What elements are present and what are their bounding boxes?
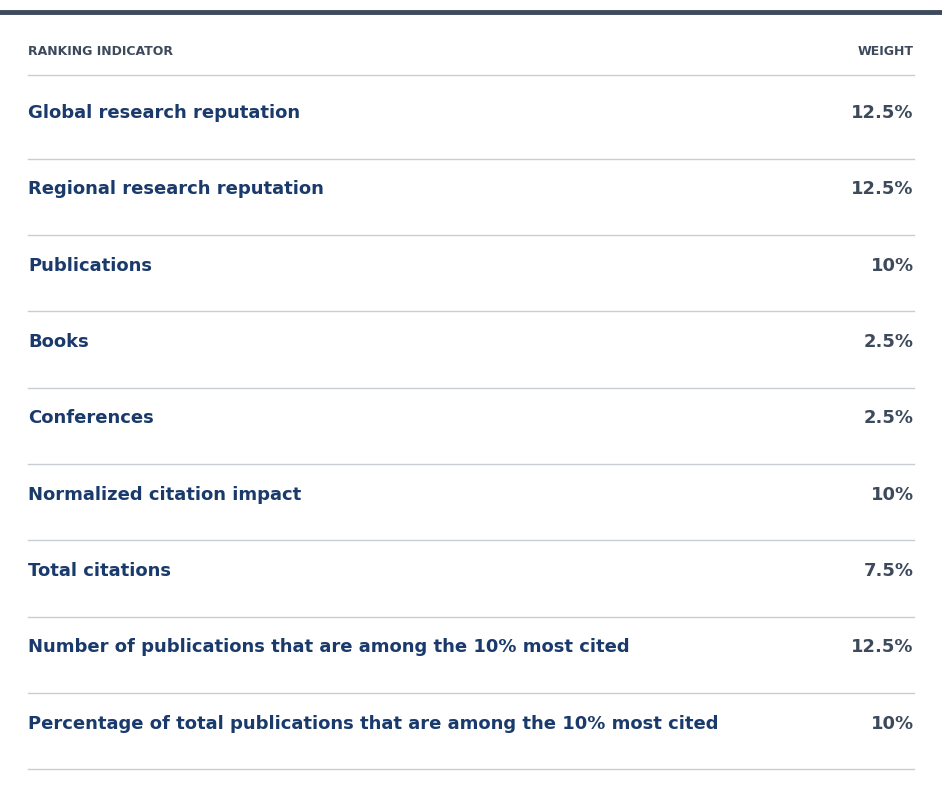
Text: Normalized citation impact: Normalized citation impact bbox=[28, 486, 301, 503]
Text: Number of publications that are among the 10% most cited: Number of publications that are among th… bbox=[28, 638, 630, 656]
Text: 12.5%: 12.5% bbox=[852, 181, 914, 199]
Text: Regional research reputation: Regional research reputation bbox=[28, 181, 324, 199]
Text: 2.5%: 2.5% bbox=[864, 333, 914, 351]
Text: 10%: 10% bbox=[870, 486, 914, 503]
Text: Conferences: Conferences bbox=[28, 409, 154, 427]
Text: Global research reputation: Global research reputation bbox=[28, 104, 300, 122]
Text: Publications: Publications bbox=[28, 257, 153, 275]
Text: 10%: 10% bbox=[870, 257, 914, 275]
Text: RANKING INDICATOR: RANKING INDICATOR bbox=[28, 45, 173, 57]
Text: 7.5%: 7.5% bbox=[864, 562, 914, 580]
Text: Books: Books bbox=[28, 333, 89, 351]
Text: Percentage of total publications that are among the 10% most cited: Percentage of total publications that ar… bbox=[28, 714, 719, 732]
Text: 12.5%: 12.5% bbox=[852, 638, 914, 656]
Text: 2.5%: 2.5% bbox=[864, 409, 914, 427]
Text: Total citations: Total citations bbox=[28, 562, 171, 580]
Text: WEIGHT: WEIGHT bbox=[858, 45, 914, 57]
Text: 12.5%: 12.5% bbox=[852, 104, 914, 122]
Text: 10%: 10% bbox=[870, 714, 914, 732]
